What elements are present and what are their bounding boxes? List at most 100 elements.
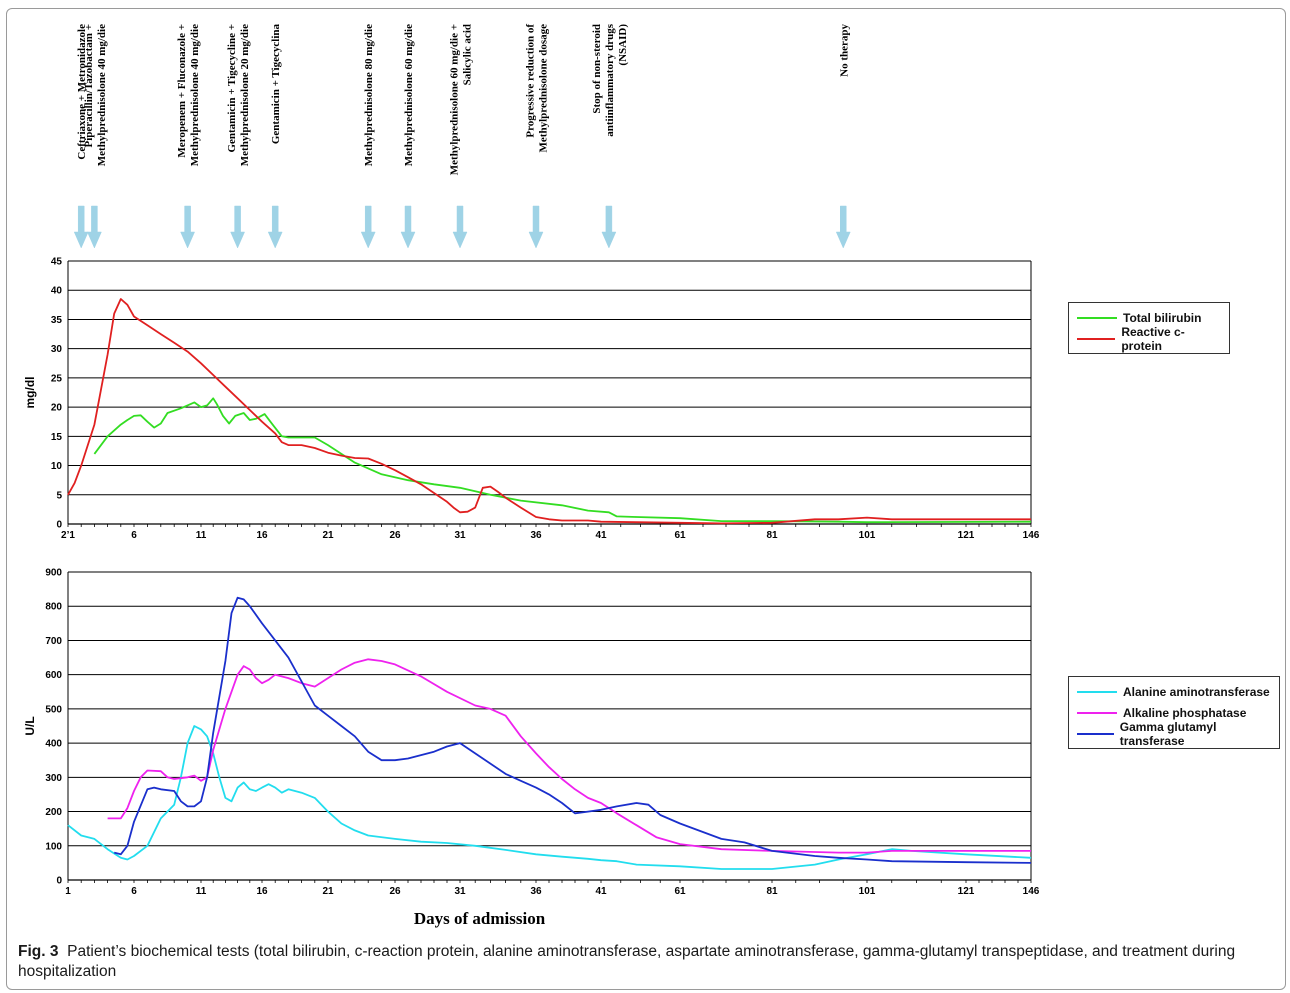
x-tick-label: 41: [595, 886, 607, 897]
treatment-label: Stop of non-steroid: [591, 24, 603, 114]
legend-swatch-alkaline-phosphatase: [1077, 711, 1117, 714]
treatment-arrow: [601, 205, 617, 249]
legend-top: Total bilirubin Reactive c-protein: [1068, 302, 1230, 354]
y-tick-label: 500: [45, 704, 62, 715]
series-line-alanine-aminotransferase: [67, 725, 1032, 870]
treatment-annotations: Ceftriaxone + MetronidazolePiperacillin/…: [73, 23, 851, 249]
treatment-label: No therapy: [838, 24, 850, 77]
x-tick-label: 21: [322, 886, 334, 897]
treatment-label: Gentamicin + Tigecyclina: [270, 24, 282, 145]
y-tick-label: 700: [45, 636, 62, 647]
x-tick-label: 146: [1023, 530, 1040, 541]
x-tick-label: 146: [1023, 886, 1040, 897]
y-tick-label: 40: [51, 286, 63, 297]
series-line-alkaline-phosphatase: [107, 658, 1031, 854]
treatment-label: (NSAID): [617, 24, 629, 66]
x-axis-label: Days of admission: [414, 909, 546, 928]
x-tick-label: 26: [389, 886, 401, 897]
x-tick-label: 21: [322, 530, 334, 541]
legend-entry: Alkaline phosphatase: [1077, 702, 1271, 723]
legend-entry: Alanine aminotransferase: [1077, 681, 1271, 702]
legend-label: Reactive c-protein: [1121, 324, 1185, 353]
x-tick-label: 101: [859, 530, 876, 541]
y-tick-label: 600: [45, 670, 62, 681]
legend-entry: Total bilirubin: [1077, 307, 1221, 328]
y-tick-label: 300: [45, 773, 62, 784]
treatment-label: Methylprednisolone 60 mg/die +: [449, 24, 461, 175]
x-tick-label: 81: [766, 886, 778, 897]
y-tick-label: 35: [51, 315, 63, 326]
x-tick-label: 121: [958, 886, 975, 897]
treatment-label: Methylprednisolone 40 mg/die: [189, 24, 201, 166]
y-axis-label: U/L: [23, 716, 37, 735]
legend-swatch-gamma-glutamyl-transferase: [1077, 732, 1114, 735]
y-tick-label: 30: [51, 344, 63, 355]
x-tick-label: 121: [958, 530, 975, 541]
legend-label: Alkaline phosphatase: [1123, 705, 1247, 720]
x-tick-label: 31: [454, 886, 466, 897]
plot-panel-1: 0 5 10 15 20 25 30 35 40 45 2’1 6 11 16 21 26 31 36 41 61 81…: [23, 257, 1040, 542]
x-tick-label: 36: [530, 530, 542, 541]
treatment-label: Salicylic acid: [462, 24, 474, 85]
treatment-label: Methylprednisolone 40 mg/die: [96, 24, 108, 166]
legend-swatch-alanine-aminotransferase: [1077, 690, 1117, 693]
treatment-label: Gentamicin + Tigecycline +: [226, 24, 238, 153]
treatment-label: Meropenem + Fluconazole +: [176, 24, 188, 158]
caption-text: Patient’s biochemical tests (total bilir…: [18, 943, 1236, 980]
legend-label: Gamma glutamyl transferase: [1119, 719, 1217, 748]
treatment-arrow: [73, 205, 89, 249]
treatment-arrow: [87, 205, 102, 249]
treatment-label: Ceftriaxone + Metronidazole: [76, 24, 88, 160]
treatment-arrow: [452, 205, 468, 249]
y-tick-label: 200: [45, 807, 62, 818]
y-axis-label: mg/dl: [23, 377, 37, 409]
y-tick-label: 900: [45, 568, 62, 579]
treatment-label: Piperacillin/Tazobactam +: [83, 24, 95, 148]
x-tick-label: 26: [389, 530, 401, 541]
y-tick-label: 0: [56, 876, 62, 887]
y-tick-label: 0: [56, 520, 62, 531]
x-tick-label: 36: [530, 886, 542, 897]
x-tick-label: 11: [196, 530, 207, 541]
treatment-arrow: [230, 205, 245, 249]
treatment-label: Methylprednisolone dosage: [538, 24, 550, 153]
x-tick-label: 6: [131, 530, 137, 541]
treatment-arrow: [835, 205, 851, 249]
x-tick-label: 61: [674, 886, 686, 897]
legend-label: Total bilirubin: [1123, 310, 1202, 325]
y-tick-label: 25: [51, 373, 63, 384]
x-tick-label: 2’1: [61, 530, 75, 541]
treatment-label: antiinflammatory drugs: [604, 23, 616, 136]
treatment-arrow: [528, 205, 544, 249]
x-tick-label: 11: [196, 886, 207, 897]
y-tick-label: 100: [45, 841, 62, 852]
y-tick-label: 400: [45, 739, 62, 750]
x-tick-label: 61: [674, 530, 686, 541]
legend-label: Alanine aminotransferase: [1123, 684, 1270, 699]
legend-bottom: Alanine aminotransferase Alkaline phosph…: [1068, 676, 1280, 749]
legend-entry: Reactive c-protein: [1077, 325, 1221, 353]
x-tick-label: 101: [859, 886, 876, 897]
treatment-label: Methylprednisolone 60 mg/die: [403, 24, 415, 166]
y-tick-label: 10: [51, 461, 63, 472]
treatment-label: Progressive reduction of: [525, 24, 537, 138]
legend-swatch-reactive-c-protein: [1077, 337, 1116, 340]
treatment-label: Methylprednisolone 20 mg/die: [239, 24, 251, 166]
series-line-reactive-c-protein: [67, 298, 1031, 525]
treatment-label: Methylprednisolone 80 mg/die: [363, 24, 375, 166]
x-tick-label: 31: [454, 530, 466, 541]
y-tick-label: 15: [51, 432, 63, 443]
y-tick-label: 800: [45, 602, 62, 613]
x-tick-label: 6: [131, 886, 137, 897]
y-tick-label: 5: [56, 490, 62, 501]
treatment-arrow: [400, 205, 416, 249]
series-line-total-bilirubin: [93, 397, 1032, 524]
legend-swatch-total-bilirubin: [1077, 316, 1117, 319]
caption-label: Fig. 3: [18, 943, 59, 960]
legend-entry: Gamma glutamyl transferase: [1077, 720, 1271, 748]
y-tick-label: 20: [51, 403, 63, 414]
y-tick-label: 45: [51, 257, 63, 268]
x-tick-label: 16: [256, 886, 268, 897]
